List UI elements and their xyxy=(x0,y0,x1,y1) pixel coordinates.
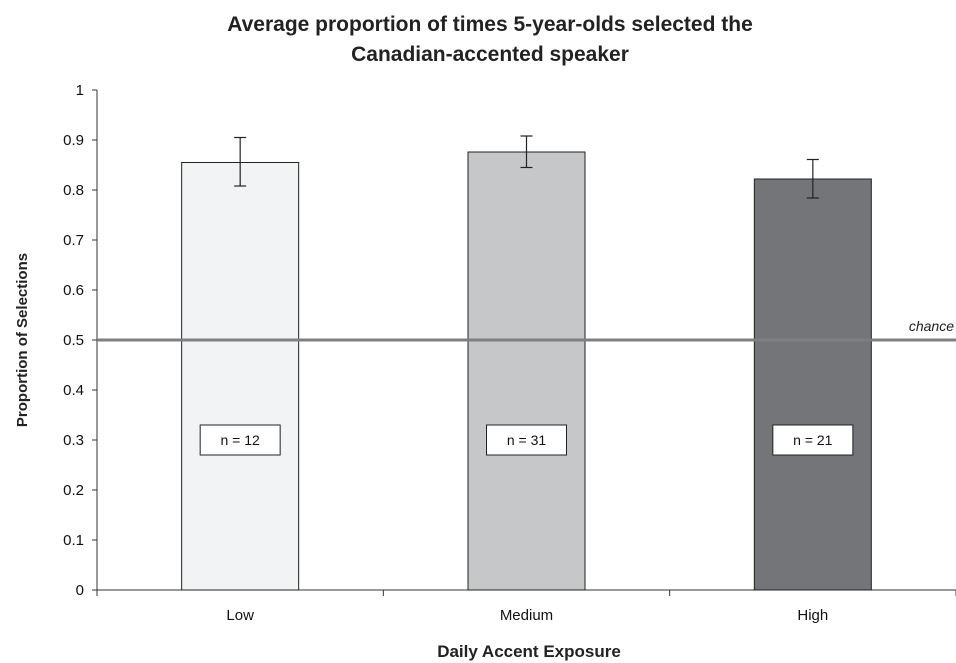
y-axis-label: Proportion of Selections xyxy=(14,253,31,427)
x-axis-label: Daily Accent Exposure xyxy=(437,642,621,661)
plot-area: 0 0.1 0.2 0.3 0.4 0.5 0.6 0.7 0.8 0.9 1 chance n = 1… xyxy=(63,82,956,624)
y-tick-label: 0.4 xyxy=(63,382,84,399)
y-tick-label: 0 xyxy=(76,582,84,599)
y-tick-label: 0.3 xyxy=(63,432,84,449)
x-category-label: Medium xyxy=(500,607,553,624)
y-tick-label: 0.9 xyxy=(63,132,84,149)
bar-high xyxy=(753,178,872,591)
y-tick-label: 1 xyxy=(76,82,84,99)
y-tick-label: 0.7 xyxy=(63,232,84,249)
n-label: n = 12 xyxy=(221,432,261,448)
chart-title-line-1: Average proportion of times 5-year-olds … xyxy=(227,13,753,36)
y-tick-label: 0.5 xyxy=(63,332,84,349)
n-label: n = 31 xyxy=(507,432,547,448)
n-label-box xyxy=(486,424,567,456)
chart-title-line-2: Canadian-accented speaker xyxy=(351,43,629,66)
n-label: n = 21 xyxy=(793,432,833,448)
x-category-label: Low xyxy=(226,607,254,624)
bar-low xyxy=(181,162,300,591)
x-category-label: High xyxy=(797,607,828,624)
y-tick-label: 0.8 xyxy=(63,182,84,199)
y-tick-label: 0.1 xyxy=(63,532,84,549)
y-tick-label: 0.6 xyxy=(63,282,84,299)
n-label-box xyxy=(199,424,281,456)
n-label-box xyxy=(772,424,854,456)
y-tick-label: 0.2 xyxy=(63,482,84,499)
chance-label: chance xyxy=(909,318,954,334)
bar-medium xyxy=(467,151,586,591)
